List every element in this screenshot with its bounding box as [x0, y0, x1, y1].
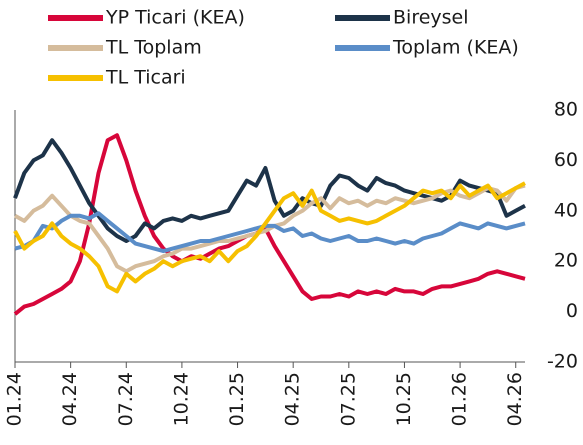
y-tick-label: 0 — [566, 300, 578, 322]
x-tick-label: 01.24 — [4, 372, 26, 426]
y-tick-label: 60 — [554, 149, 578, 171]
series-line — [13, 181, 526, 294]
y-tick-label: 80 — [554, 99, 578, 121]
series-line — [14, 211, 526, 254]
legend-label: Bireysel — [393, 7, 469, 29]
x-tick-label: 01.26 — [449, 372, 471, 426]
y-tick-label: 20 — [554, 250, 578, 272]
series-line — [14, 183, 526, 274]
series-line — [13, 133, 526, 316]
series-line — [13, 138, 526, 243]
x-tick-label: 01.25 — [226, 372, 248, 426]
x-tick-label: 04.25 — [282, 372, 304, 426]
legend-label: Toplam (KEA) — [392, 37, 519, 59]
x-tick-label: 10.25 — [393, 372, 415, 426]
x-tick-label: 07.25 — [337, 372, 359, 426]
x-tick-label: 07.24 — [115, 372, 137, 426]
x-tick-label: 10.24 — [170, 372, 192, 426]
legend-label: TL Toplam — [105, 37, 202, 59]
y-tick-label: 40 — [554, 199, 578, 221]
x-tick-label: 04.26 — [504, 372, 526, 426]
y-tick-label: -20 — [547, 351, 578, 373]
legend-label: TL Ticari — [105, 67, 186, 89]
legend-label: YP Ticari (KEA) — [105, 7, 245, 29]
x-tick-label: 04.24 — [59, 372, 81, 426]
